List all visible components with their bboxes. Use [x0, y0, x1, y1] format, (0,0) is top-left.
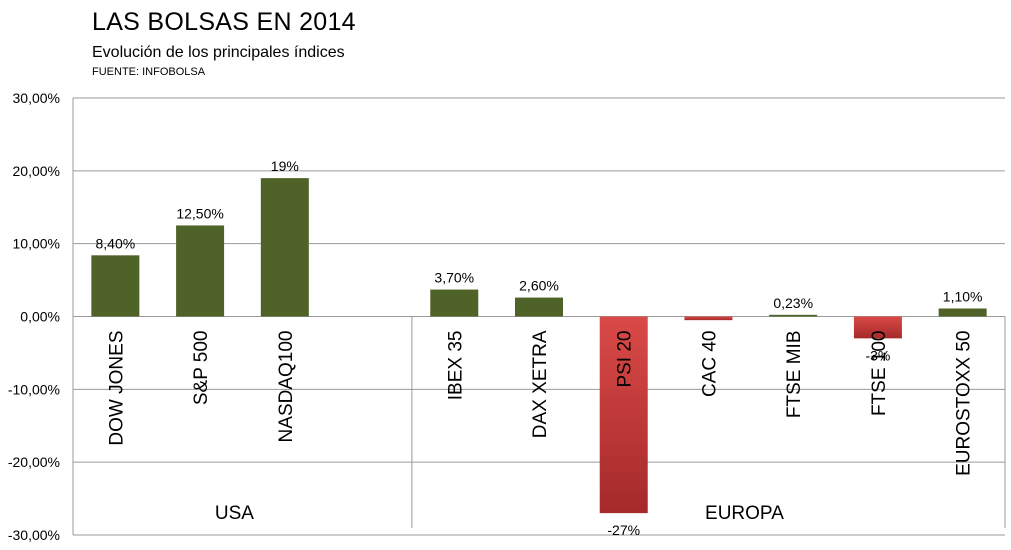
bars	[91, 178, 987, 514]
data-label: 2,60%	[519, 278, 559, 294]
bar-eurostoxx-50	[938, 308, 987, 317]
chart-source: FUENTE: INFOBOLSA	[92, 66, 206, 78]
bar-nasdaq100	[260, 178, 309, 317]
bar-ftse-100	[853, 316, 902, 339]
bar-s-p-500	[176, 225, 225, 317]
y-tick-label: 0,00%	[20, 309, 60, 325]
bar-ibex-35	[430, 289, 479, 317]
category-label: IBEX 35	[445, 331, 466, 401]
category-label: NASDAQ100	[276, 331, 297, 443]
y-tick-label: -10,00%	[8, 381, 60, 397]
data-label: 12,50%	[176, 205, 223, 221]
bar-ftse-mib	[769, 314, 818, 317]
group-label-europa: EUROPA	[705, 503, 784, 524]
chart-subtitle: Evolución de los principales índices	[92, 44, 345, 61]
y-tick-label: 30,00%	[13, 90, 60, 106]
data-label: 8,40%	[96, 235, 136, 251]
category-label: FTSE MIB	[784, 331, 805, 419]
data-label: 19%	[271, 158, 299, 174]
data-label: 0,23%	[773, 295, 813, 311]
category-label: DAX XETRA	[530, 330, 551, 438]
category-label: CAC 40	[699, 331, 720, 398]
bar-dax-xetra	[515, 297, 563, 317]
bar-dow-jones	[91, 255, 140, 317]
category-label: S&P 500	[191, 331, 212, 406]
y-tick-label: -30,00%	[8, 527, 60, 543]
y-tick-label: -20,00%	[8, 454, 60, 470]
bar-psi-20	[599, 316, 648, 514]
labels: 30,00% 20,00% 10,00% 0,00% -10,00% -20,00% -30…	[8, 90, 983, 543]
bar-cac-40	[684, 316, 733, 321]
y-tick-label: 20,00%	[13, 163, 60, 179]
category-label: EUROSTOXX 50	[954, 331, 975, 476]
group-label-usa: USA	[215, 503, 254, 524]
chart-title: LAS BOLSAS EN 2014	[92, 8, 356, 36]
data-label: 1,10%	[943, 288, 983, 304]
data-label: -3%	[865, 347, 890, 363]
data-label: -27%	[607, 522, 640, 538]
y-tick-label: 10,00%	[13, 236, 60, 252]
category-label: FTSE 100	[869, 331, 890, 417]
data-label: 3,70%	[434, 270, 474, 286]
category-label: DOW JONES	[106, 331, 127, 446]
category-label: PSI 20	[615, 331, 636, 388]
